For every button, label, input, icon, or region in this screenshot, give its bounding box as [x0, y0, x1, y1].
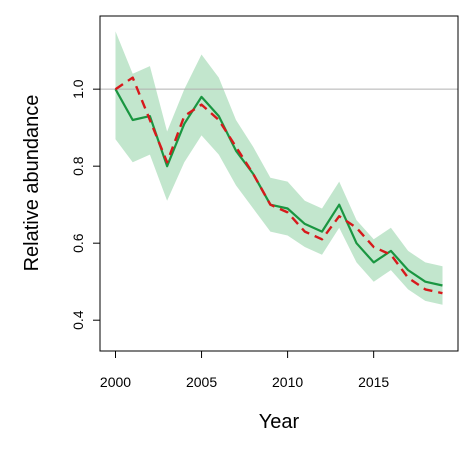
confidence-band — [115, 31, 443, 305]
y-tick-label: 0.8 — [70, 156, 86, 176]
series-layer — [114, 76, 443, 295]
x-tick-label: 2000 — [100, 374, 131, 390]
confidence-band-layer — [115, 31, 443, 305]
x-tick-label: 2010 — [272, 374, 303, 390]
y-tick-label: 0.4 — [70, 310, 86, 330]
y-tick-label: 0.6 — [70, 233, 86, 253]
x-axis-title: Year — [259, 411, 300, 433]
x-tick-label: 2005 — [186, 374, 217, 390]
y-axis-title: Relative abundance — [21, 95, 43, 272]
x-axis: 2000 2005 2010 2015 — [100, 350, 389, 390]
y-axis: 0.4 0.6 0.8 1.0 — [70, 79, 101, 330]
x-tick-label: 2015 — [358, 374, 389, 390]
dashed-series-line — [114, 76, 443, 295]
y-tick-label: 1.0 — [70, 79, 86, 99]
